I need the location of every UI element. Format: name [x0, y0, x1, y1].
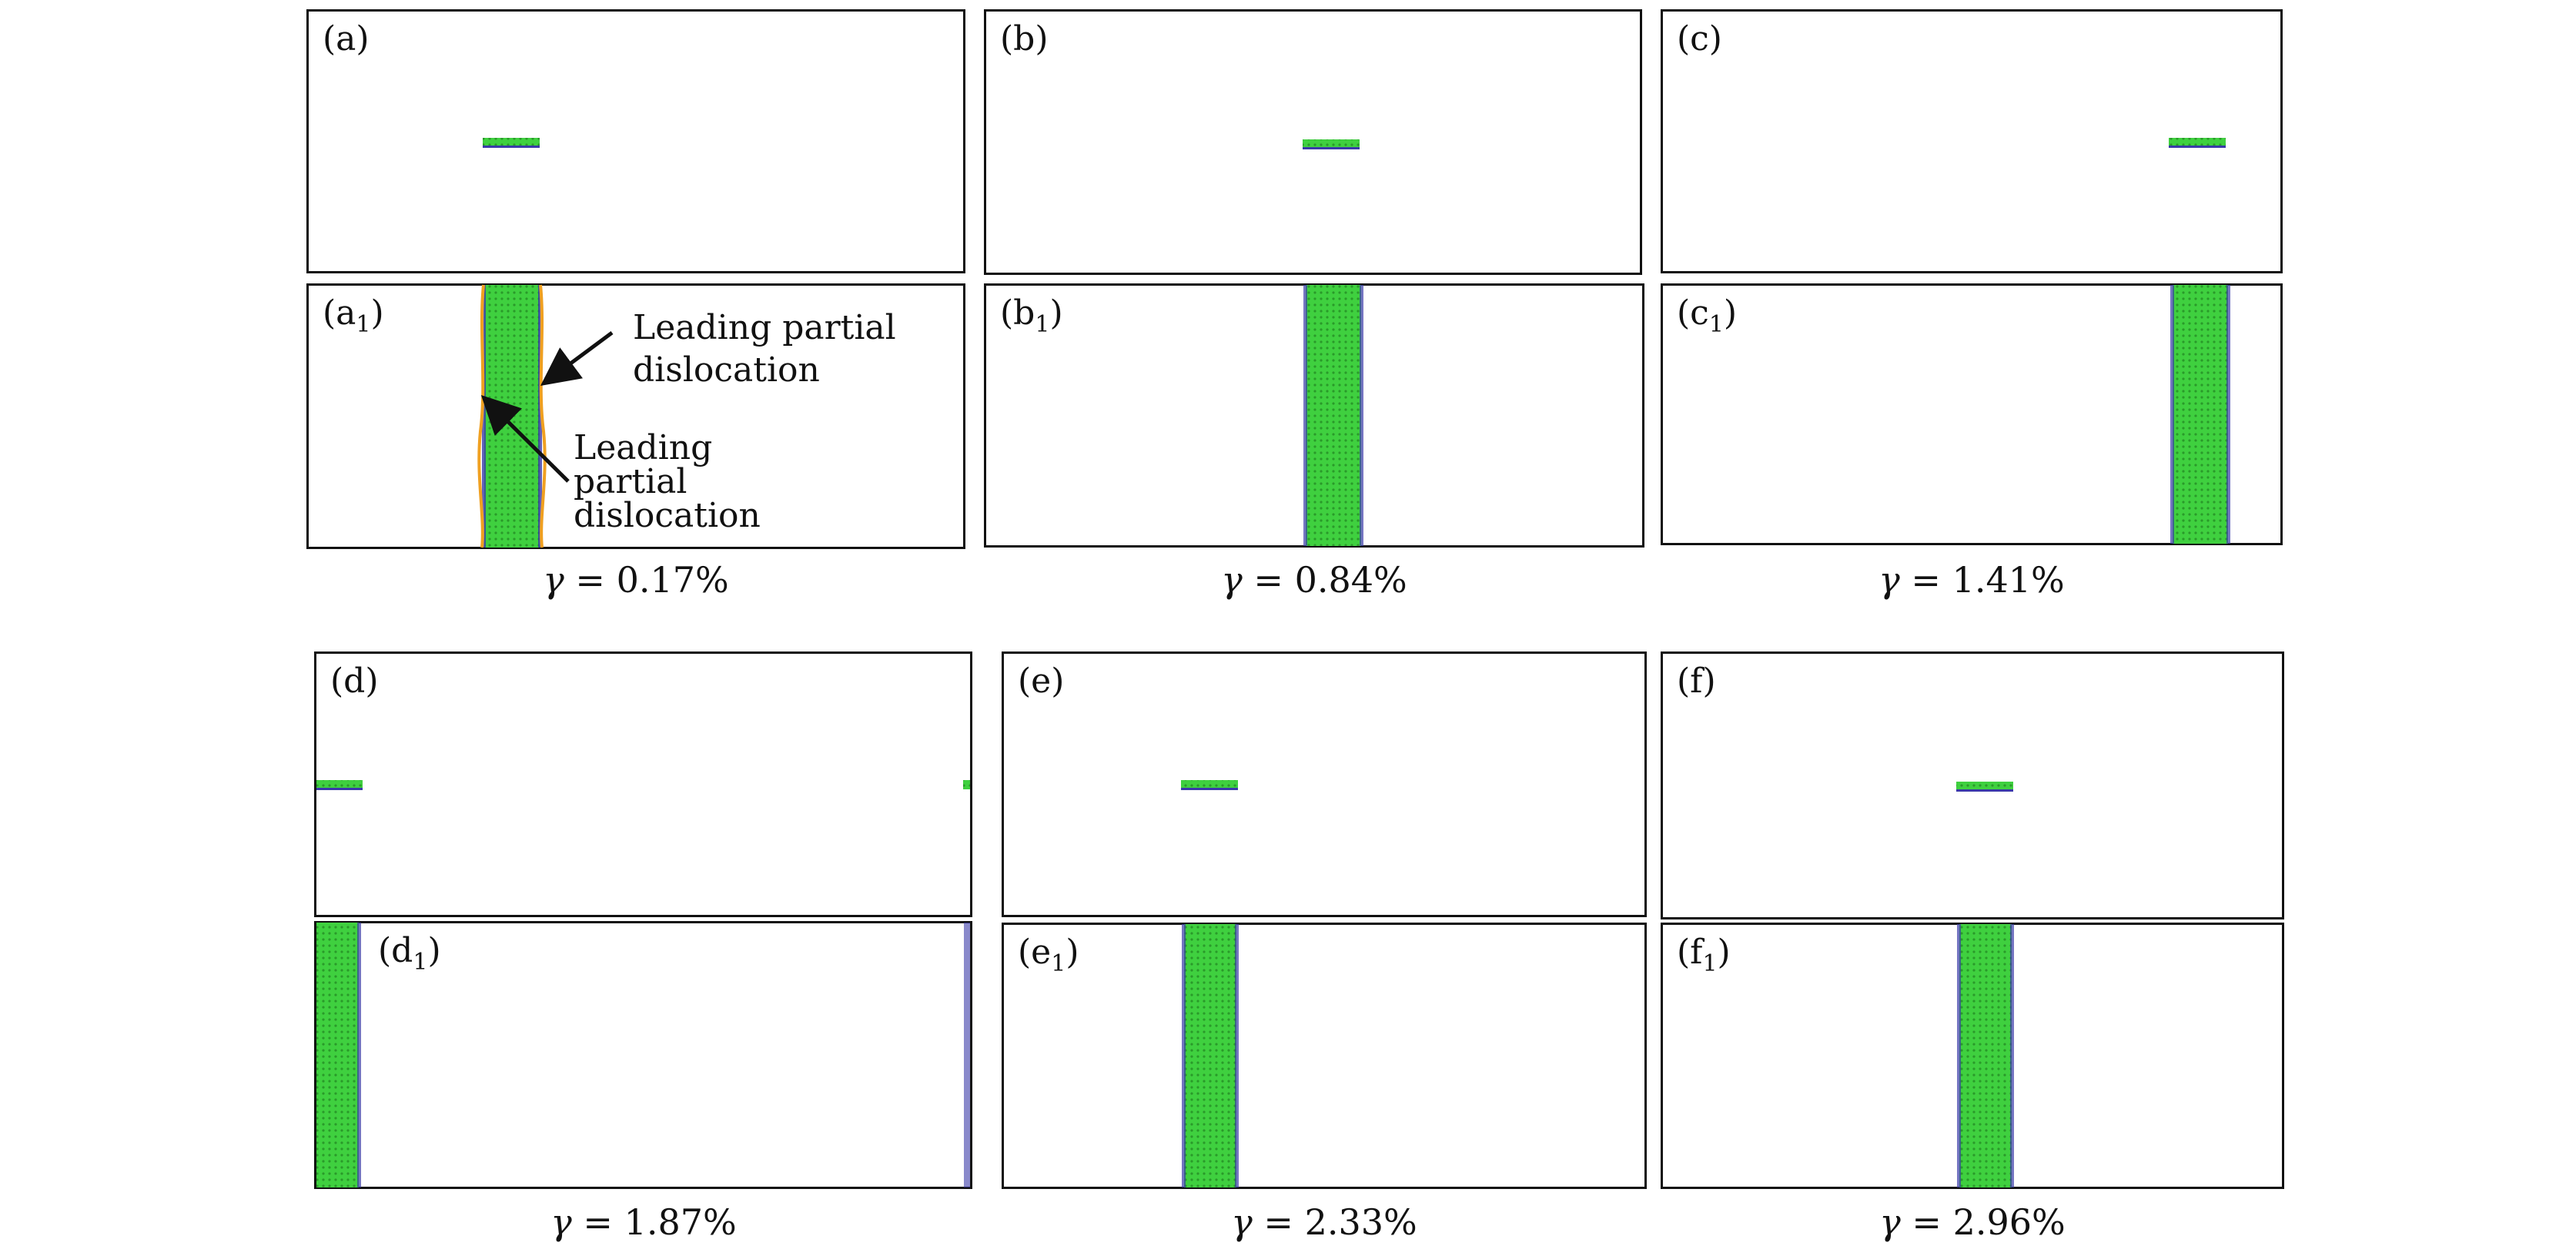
fault-segment-d-right — [963, 780, 970, 789]
fault-band-f1 — [1957, 924, 2014, 1187]
caption-5: γ = 2.33% — [1231, 1201, 1417, 1243]
panel-label-d: (d) — [330, 662, 379, 701]
panel-d: (d) — [314, 651, 972, 917]
panel-label-d1: (d1) — [378, 931, 441, 976]
arrow-lower — [480, 394, 570, 483]
panel-label-c1: (c1) — [1677, 293, 1738, 338]
panel-label-e: (e) — [1018, 662, 1065, 701]
arrow-upper — [540, 330, 614, 386]
panel-label-f: (f) — [1677, 662, 1716, 701]
panel-label-a: (a) — [323, 19, 370, 59]
fault-band-d1-right — [964, 923, 970, 1187]
fault-segment-c — [2169, 138, 2226, 148]
fault-segment-f — [1956, 782, 2013, 792]
panel-a: (a) — [306, 9, 965, 273]
fault-segment-e — [1181, 780, 1238, 790]
caption-6: γ = 2.96% — [1879, 1201, 2066, 1243]
fault-segment-a — [483, 138, 540, 148]
caption-4: γ = 1.87% — [550, 1201, 737, 1243]
panel-a1: (a1) — [306, 283, 965, 549]
panel-label-f1: (f1) — [1677, 933, 1731, 977]
panel-label-a1: (a1) — [323, 293, 384, 338]
panel-d1: (d1) — [314, 921, 972, 1189]
panel-label-e1: (e1) — [1018, 933, 1079, 977]
fault-segment-b — [1303, 139, 1360, 149]
panel-e: (e) — [1002, 651, 1647, 917]
caption-3: γ = 1.41% — [1878, 559, 2065, 601]
caption-1: γ = 0.17% — [543, 559, 729, 601]
fault-band-d1-left — [316, 923, 361, 1187]
panel-label-c: (c) — [1677, 19, 1722, 59]
fault-band-a1 — [477, 284, 547, 548]
fault-band-c1 — [2170, 285, 2230, 544]
panel-label-b: (b) — [1000, 19, 1049, 59]
fault-band-b1 — [1303, 285, 1363, 546]
caption-2: γ = 0.84% — [1221, 559, 1407, 601]
annotation-lower: Leading partial dislocation — [574, 428, 761, 535]
panel-label-b1: (b1) — [1000, 293, 1063, 338]
fault-segment-d-left — [316, 780, 363, 790]
fault-band-e1 — [1182, 924, 1239, 1187]
panel-e1: (e1) — [1002, 923, 1647, 1189]
annotation-upper: Leading partial dislocation — [633, 308, 896, 390]
